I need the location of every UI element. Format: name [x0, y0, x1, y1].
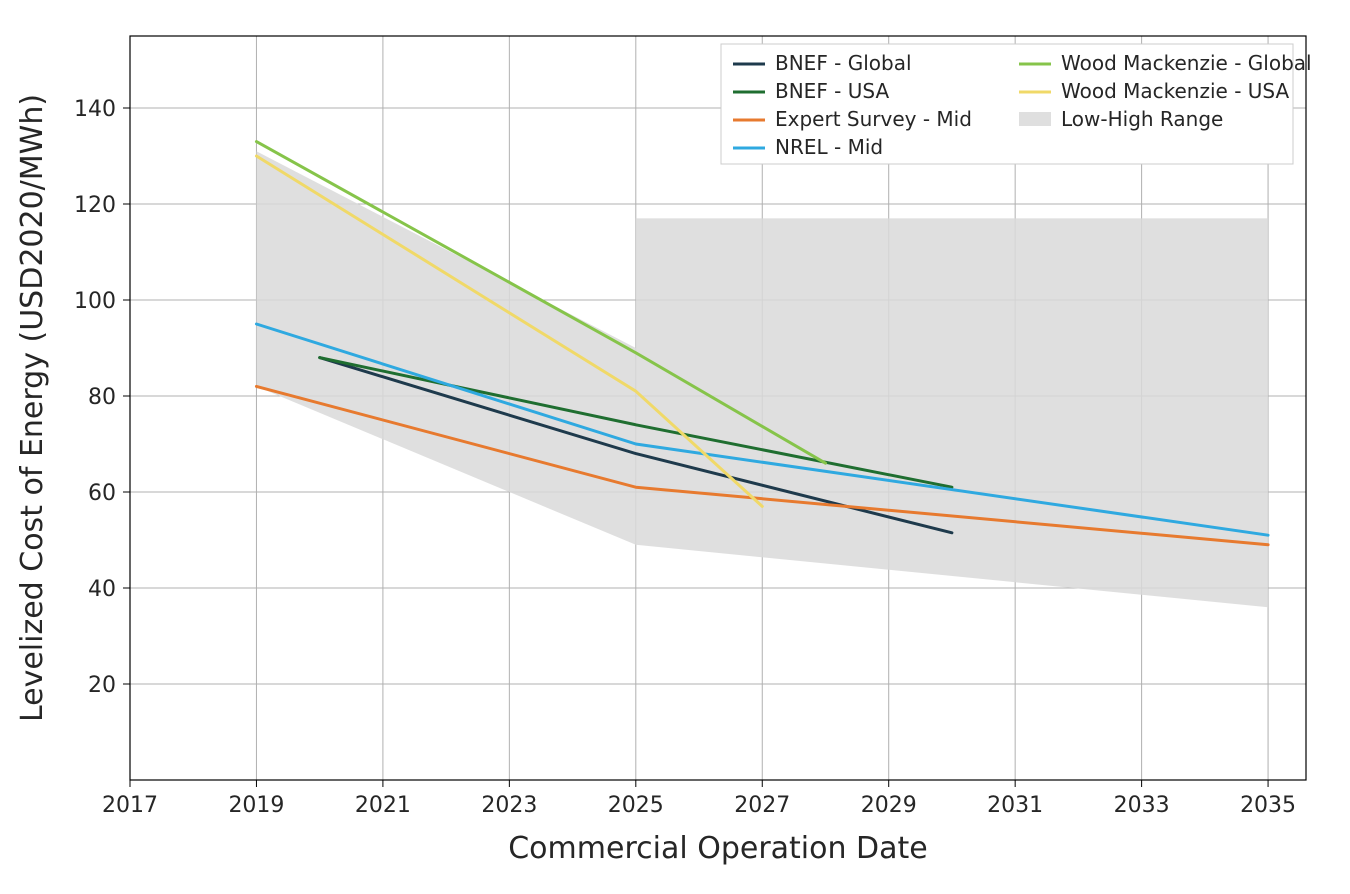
chart-svg: 2017 2019 2021 2023 2025 2027 2029 2031 2033 2035…	[0, 0, 1350, 894]
legend-swatch-range	[1019, 112, 1051, 126]
legend-label: BNEF - USA	[775, 79, 889, 103]
lcoe-chart: 2017 2019 2021 2023 2025 2027 2029 2031 2033 2035…	[0, 0, 1350, 894]
legend-label: BNEF - Global	[775, 51, 912, 75]
legend-label-range: Low-High Range	[1061, 107, 1223, 131]
ytick-label: 100	[74, 289, 116, 314]
ytick-label: 60	[88, 481, 116, 506]
legend-label: Expert Survey - Mid	[775, 107, 972, 131]
xtick-label: 2021	[355, 793, 411, 818]
ytick-label: 40	[88, 577, 116, 602]
xtick-label: 2027	[734, 793, 790, 818]
legend-label: Wood Mackenzie - USA	[1061, 79, 1289, 103]
xtick-label: 2023	[481, 793, 537, 818]
xtick-label: 2033	[1114, 793, 1170, 818]
x-axis-label: Commercial Operation Date	[508, 831, 928, 866]
ytick-label: 20	[88, 673, 116, 698]
xtick-label: 2031	[987, 793, 1043, 818]
legend-label: NREL - Mid	[775, 135, 883, 159]
xtick-label: 2019	[228, 793, 284, 818]
legend-label: Wood Mackenzie - Global	[1061, 51, 1312, 75]
xtick-label: 2035	[1240, 793, 1296, 818]
ytick-label: 120	[74, 193, 116, 218]
xtick-label: 2017	[102, 793, 158, 818]
xtick-label: 2025	[608, 793, 664, 818]
ytick-label: 140	[74, 97, 116, 122]
xtick-label: 2029	[861, 793, 917, 818]
ytick-label: 80	[88, 385, 116, 410]
legend: BNEF - Global BNEF - USA Expert Survey - M…	[721, 44, 1312, 164]
y-axis-label: Levelized Cost of Energy (USD2020/MWh)	[15, 94, 50, 722]
